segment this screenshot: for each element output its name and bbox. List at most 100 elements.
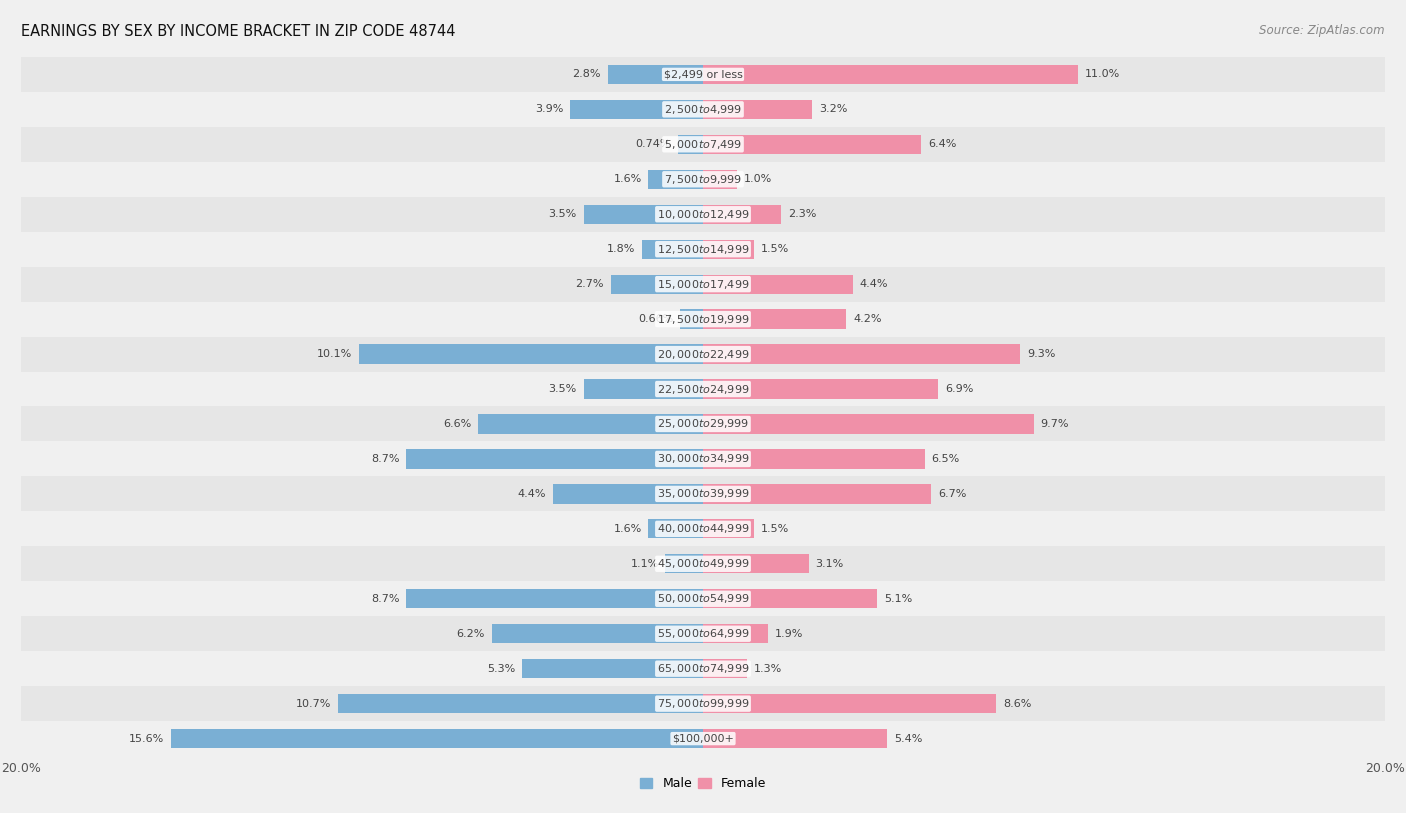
Bar [339, 694, 703, 713]
Bar [406, 450, 703, 468]
Text: 1.6%: 1.6% [613, 524, 641, 534]
Text: $75,000 to $99,999: $75,000 to $99,999 [657, 698, 749, 710]
Text: 5.3%: 5.3% [488, 663, 516, 674]
Text: 1.9%: 1.9% [775, 628, 803, 639]
Bar [21, 441, 1385, 476]
Bar [359, 345, 703, 363]
Bar [703, 170, 737, 189]
Text: 4.4%: 4.4% [517, 489, 546, 499]
Bar [406, 589, 703, 608]
Text: 1.6%: 1.6% [613, 174, 641, 185]
Text: 6.7%: 6.7% [938, 489, 967, 499]
Text: 2.8%: 2.8% [572, 69, 600, 80]
Text: $50,000 to $54,999: $50,000 to $54,999 [657, 593, 749, 605]
Text: $12,500 to $14,999: $12,500 to $14,999 [657, 243, 749, 255]
Bar [583, 205, 703, 224]
Text: 3.2%: 3.2% [818, 104, 848, 115]
Bar [703, 415, 1033, 433]
Text: $15,000 to $17,499: $15,000 to $17,499 [657, 278, 749, 290]
Text: $2,500 to $4,999: $2,500 to $4,999 [664, 103, 742, 115]
Bar [607, 65, 703, 84]
Bar [703, 694, 997, 713]
Bar [172, 729, 703, 748]
Text: 8.6%: 8.6% [1002, 698, 1032, 709]
Bar [21, 197, 1385, 232]
Bar [21, 651, 1385, 686]
Bar [703, 345, 1021, 363]
Bar [21, 162, 1385, 197]
Bar [522, 659, 703, 678]
Bar [703, 380, 938, 398]
Bar [21, 302, 1385, 337]
Bar [21, 686, 1385, 721]
Bar [648, 170, 703, 189]
Bar [703, 65, 1078, 84]
Bar [492, 624, 703, 643]
Text: $25,000 to $29,999: $25,000 to $29,999 [657, 418, 749, 430]
Text: $35,000 to $39,999: $35,000 to $39,999 [657, 488, 749, 500]
Bar [21, 721, 1385, 756]
Text: 9.3%: 9.3% [1026, 349, 1056, 359]
Text: 8.7%: 8.7% [371, 593, 399, 604]
Bar [612, 275, 703, 293]
Bar [569, 100, 703, 119]
Bar [665, 554, 703, 573]
Text: 2.7%: 2.7% [575, 279, 605, 289]
Bar [21, 337, 1385, 372]
Text: EARNINGS BY SEX BY INCOME BRACKET IN ZIP CODE 48744: EARNINGS BY SEX BY INCOME BRACKET IN ZIP… [21, 24, 456, 39]
Text: 1.5%: 1.5% [761, 244, 789, 254]
Bar [21, 267, 1385, 302]
Text: $17,500 to $19,999: $17,500 to $19,999 [657, 313, 749, 325]
Text: $45,000 to $49,999: $45,000 to $49,999 [657, 558, 749, 570]
Text: 0.74%: 0.74% [636, 139, 671, 150]
Text: 6.4%: 6.4% [928, 139, 956, 150]
Bar [703, 450, 925, 468]
Text: 10.1%: 10.1% [316, 349, 352, 359]
Bar [703, 485, 931, 503]
Bar [678, 135, 703, 154]
Text: 10.7%: 10.7% [297, 698, 332, 709]
Text: $7,500 to $9,999: $7,500 to $9,999 [664, 173, 742, 185]
Bar [21, 57, 1385, 92]
Bar [21, 232, 1385, 267]
Bar [553, 485, 703, 503]
Bar [703, 624, 768, 643]
Bar [21, 476, 1385, 511]
Bar [21, 546, 1385, 581]
Bar [703, 659, 748, 678]
Text: 8.7%: 8.7% [371, 454, 399, 464]
Text: 1.3%: 1.3% [754, 663, 782, 674]
Bar [21, 127, 1385, 162]
Text: $22,500 to $24,999: $22,500 to $24,999 [657, 383, 749, 395]
Text: 1.8%: 1.8% [606, 244, 636, 254]
Text: 3.5%: 3.5% [548, 384, 576, 394]
Bar [21, 511, 1385, 546]
Text: 9.7%: 9.7% [1040, 419, 1069, 429]
Bar [478, 415, 703, 433]
Bar [21, 372, 1385, 406]
Text: 3.5%: 3.5% [548, 209, 576, 220]
Bar [703, 554, 808, 573]
Text: 1.1%: 1.1% [630, 559, 658, 569]
Text: $40,000 to $44,999: $40,000 to $44,999 [657, 523, 749, 535]
Bar [641, 240, 703, 259]
Bar [703, 520, 754, 538]
Bar [703, 729, 887, 748]
Text: 4.2%: 4.2% [853, 314, 882, 324]
Bar [703, 100, 813, 119]
Bar [583, 380, 703, 398]
Text: $30,000 to $34,999: $30,000 to $34,999 [657, 453, 749, 465]
Text: 3.9%: 3.9% [534, 104, 564, 115]
Bar [21, 581, 1385, 616]
Text: 3.1%: 3.1% [815, 559, 844, 569]
Text: 1.5%: 1.5% [761, 524, 789, 534]
Bar [21, 92, 1385, 127]
Bar [681, 310, 703, 328]
Bar [703, 240, 754, 259]
Text: $10,000 to $12,499: $10,000 to $12,499 [657, 208, 749, 220]
Bar [703, 135, 921, 154]
Text: 1.0%: 1.0% [744, 174, 772, 185]
Text: $100,000+: $100,000+ [672, 733, 734, 744]
Text: $55,000 to $64,999: $55,000 to $64,999 [657, 628, 749, 640]
Text: 5.1%: 5.1% [884, 593, 912, 604]
